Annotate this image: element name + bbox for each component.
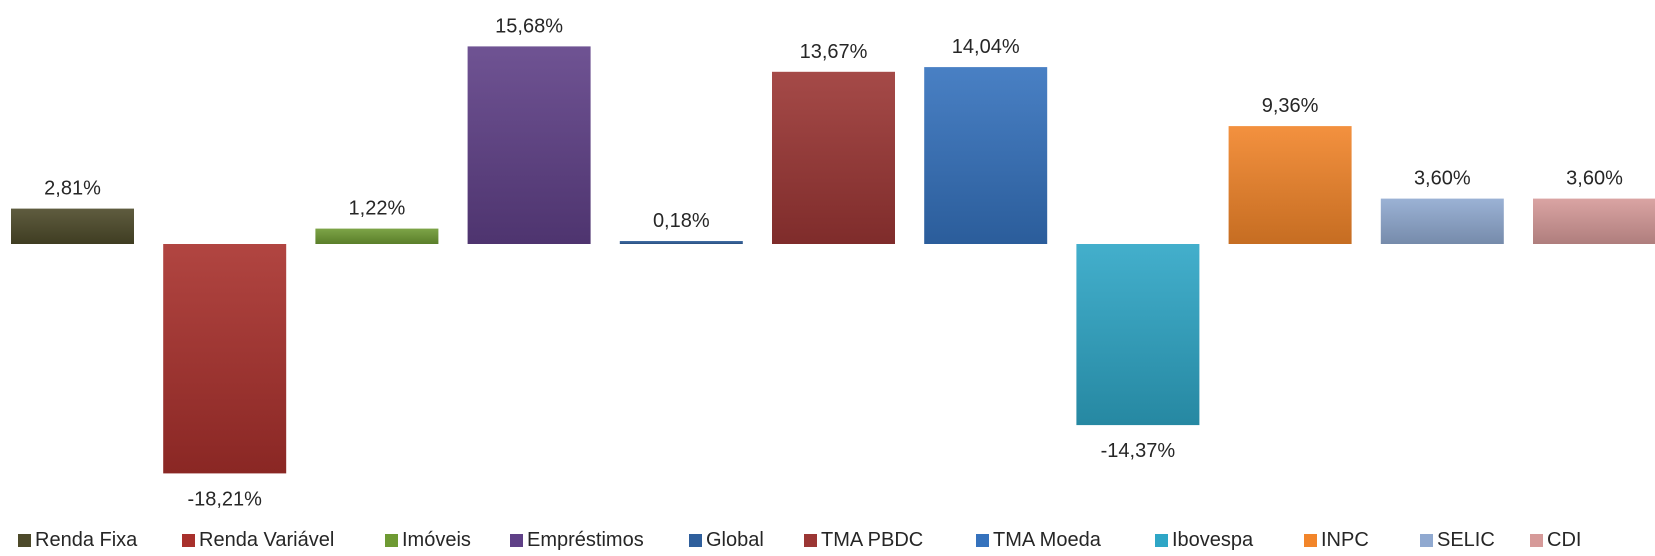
legend-label: Empréstimos [527,529,644,551]
data-label-tma-pbdc: 13,67% [800,41,868,63]
legend-label: Ibovespa [1172,529,1254,551]
legend-label: Renda Fixa [35,529,138,551]
data-label-renda-variavel: -18,21% [187,488,262,510]
legend-label: Global [706,529,764,551]
legend-swatch [1420,534,1433,547]
bar-renda-variavel [163,244,287,474]
bar-ibovespa [1076,244,1200,426]
legend-label: TMA Moeda [993,529,1101,551]
legend-swatch [18,534,31,547]
bar-tma-pbdc [772,71,895,244]
legend-swatch [182,534,195,547]
data-label-emprestimos: 15,68% [495,15,563,37]
bar-emprestimos [467,46,591,245]
data-labels-layer: 2,81% -18,21% 1,22% 15,68% 0,18% 13,67% 14,04%… [44,15,1623,510]
legend-swatch [510,534,523,547]
legend-swatch [804,534,817,547]
bar-selic [1380,198,1504,244]
legend-label: TMA PBDC [821,529,924,551]
bar-global [619,241,743,244]
bars-layer [11,46,1655,474]
data-label-selic: 3,60% [1414,168,1471,190]
bar-renda-fixa [11,208,134,244]
legend-label: INPC [1321,529,1369,551]
legend-swatch [1304,534,1317,547]
legend: Renda Fixa Renda Variável Imóveis Empréstim… [18,529,1655,551]
legend-swatch [385,534,398,547]
legend-swatch [976,534,989,547]
data-label-cdi: 3,60% [1566,168,1623,190]
data-label-inpc: 9,36% [1262,95,1319,117]
legend-swatch [689,534,702,547]
data-label-imoveis: 1,22% [349,198,406,220]
data-label-ibovespa: -14,37% [1101,440,1176,462]
legend-swatch [1530,534,1543,547]
legend-swatch [1155,534,1168,547]
legend-label: CDI [1547,529,1582,551]
legend-label: Renda Variável [199,529,335,551]
legend-label: Imóveis [402,529,471,551]
bar-chart-plot: 2,81% -18,21% 1,22% 15,68% 0,18% 13,67% 14,04%… [11,15,1655,510]
legend-label: SELIC [1437,529,1495,551]
bar-imoveis [315,228,439,244]
bar-cdi [1533,198,1655,244]
bar-tma-moeda [924,67,1048,244]
bar-inpc [1228,126,1352,244]
data-label-tma-moeda: 14,04% [952,36,1020,58]
data-label-global: 0,18% [653,210,710,232]
data-label-renda-fixa: 2,81% [44,178,101,200]
